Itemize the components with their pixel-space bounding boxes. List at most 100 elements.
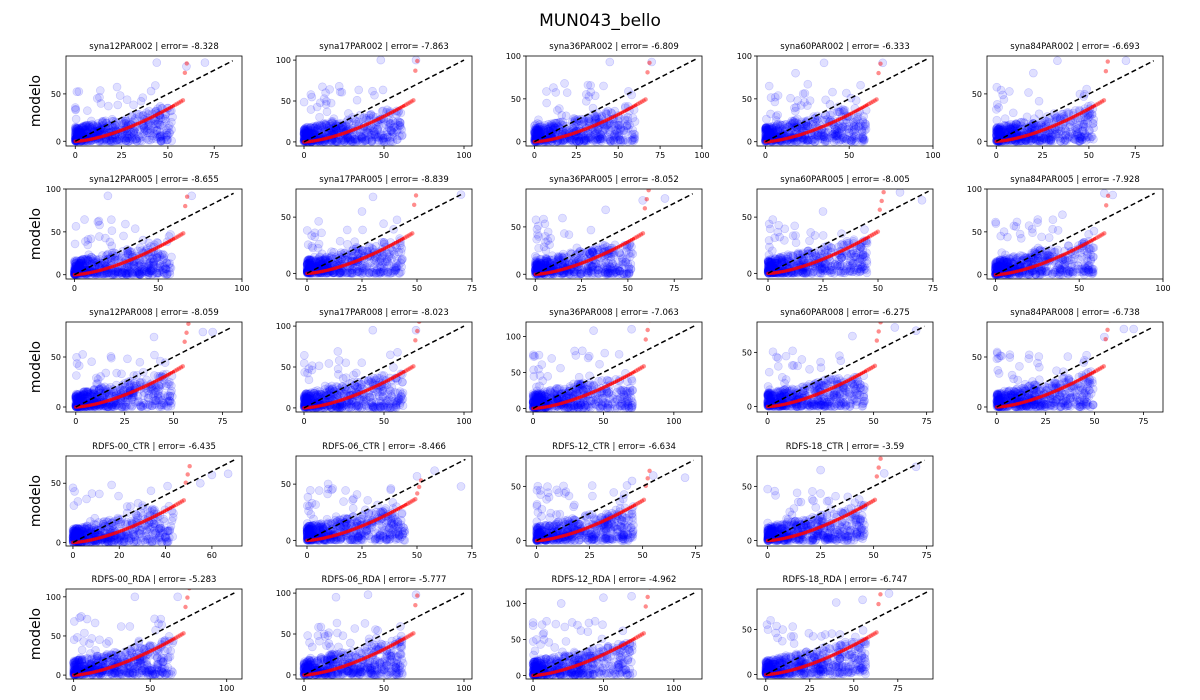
scatter-point	[854, 121, 864, 131]
scatter-point	[303, 124, 312, 134]
scatter-point	[590, 112, 600, 121]
scatter-point	[108, 270, 117, 279]
scatter-point	[370, 90, 379, 100]
scatter-point	[789, 116, 798, 126]
axes-frame	[756, 55, 934, 147]
scatter-point	[95, 86, 105, 95]
scatter-point	[761, 131, 770, 140]
scatter-point	[123, 136, 133, 146]
scatter-point	[761, 123, 771, 132]
scatter-point	[1031, 136, 1041, 146]
scatter-point	[73, 130, 82, 139]
scatter-point	[761, 124, 771, 133]
subplot-title: syna84PAR002 | error= -6.693	[1010, 42, 1139, 52]
scatter-point	[857, 127, 867, 137]
scatter-point	[107, 226, 117, 236]
x-tick-label: 0	[301, 151, 306, 160]
scatter-point	[609, 131, 619, 141]
scatter-point	[994, 124, 1004, 133]
scatter-point	[96, 99, 106, 108]
scatter-point	[95, 93, 104, 102]
scatter-point	[829, 129, 838, 139]
quantile-point	[865, 103, 869, 107]
scatter-point	[134, 109, 144, 119]
scatter-point	[347, 136, 356, 146]
scatter-point	[773, 125, 782, 135]
scatter-point	[858, 133, 867, 143]
scatter-point	[610, 129, 620, 139]
scatter-point	[152, 119, 162, 129]
scatter-point	[1085, 110, 1095, 119]
scatter-point	[546, 122, 556, 132]
scatter-point	[762, 129, 771, 139]
scatter-point	[313, 125, 322, 134]
scatter-point	[362, 113, 371, 123]
scatter-point	[329, 114, 339, 123]
scatter-point	[1041, 132, 1050, 141]
scatter-point	[999, 121, 1009, 130]
scatter-point	[793, 137, 803, 146]
scatter-point	[620, 114, 629, 123]
quantile-point	[1097, 100, 1103, 105]
scatter-point	[841, 134, 851, 143]
scatter-point	[1075, 136, 1084, 146]
scatter-point	[761, 126, 771, 136]
scatter-point	[85, 121, 95, 130]
scatter-point	[780, 120, 790, 129]
scatter-point	[89, 121, 98, 131]
scatter-point	[155, 127, 165, 137]
scatter-point	[1001, 121, 1010, 131]
scatter-point	[331, 122, 340, 132]
scatter-point	[838, 105, 848, 114]
scatter-point	[322, 96, 331, 106]
scatter-point	[606, 125, 615, 135]
quantile-point	[181, 231, 186, 236]
scatter-point	[333, 137, 342, 146]
scatter-point	[125, 136, 135, 145]
quantile-point	[1099, 99, 1105, 104]
scatter-point	[842, 88, 851, 98]
scatter-point	[1030, 134, 1040, 144]
scatter-point	[994, 124, 1004, 134]
quantile-point	[639, 99, 644, 104]
scatter-point	[811, 118, 821, 127]
scatter-point	[602, 132, 612, 142]
scatter-point	[1081, 112, 1091, 121]
scatter-point	[1075, 133, 1084, 143]
scatter-point	[992, 130, 1001, 140]
scatter-point	[992, 126, 1001, 136]
scatter-point	[156, 135, 166, 144]
x-tick-label: 0	[763, 151, 768, 160]
scatter-point	[137, 136, 147, 146]
scatter-point	[139, 129, 149, 138]
scatter-point	[801, 134, 811, 144]
scatter-point	[122, 132, 132, 142]
scatter-point	[800, 89, 810, 98]
scatter-point	[583, 136, 593, 145]
scatter-point	[119, 231, 128, 241]
scatter-point	[762, 126, 771, 135]
scatter-point	[337, 123, 346, 133]
scatter-point	[93, 124, 102, 133]
scatter-point	[134, 267, 143, 277]
quantile-point	[635, 101, 640, 107]
scatter-point	[660, 194, 670, 203]
x-tick-label: 75	[1130, 151, 1140, 160]
y-tick-label: 50	[742, 95, 752, 104]
scatter-point	[769, 127, 779, 137]
scatter-point	[609, 119, 619, 129]
scatter-point	[393, 135, 402, 144]
scatter-point	[373, 136, 383, 146]
scatter-point	[609, 135, 618, 145]
scatter-point	[1045, 133, 1055, 142]
scatter-point	[762, 131, 771, 141]
scatter-point	[765, 131, 775, 140]
scatter-point	[157, 136, 166, 146]
scatter-point	[1067, 129, 1077, 139]
scatter-point	[765, 124, 775, 134]
scatter-point	[84, 122, 93, 132]
scatter-point	[83, 235, 93, 244]
scatter-point	[74, 87, 84, 96]
scatter-point	[129, 127, 139, 136]
scatter-point	[993, 129, 1003, 139]
